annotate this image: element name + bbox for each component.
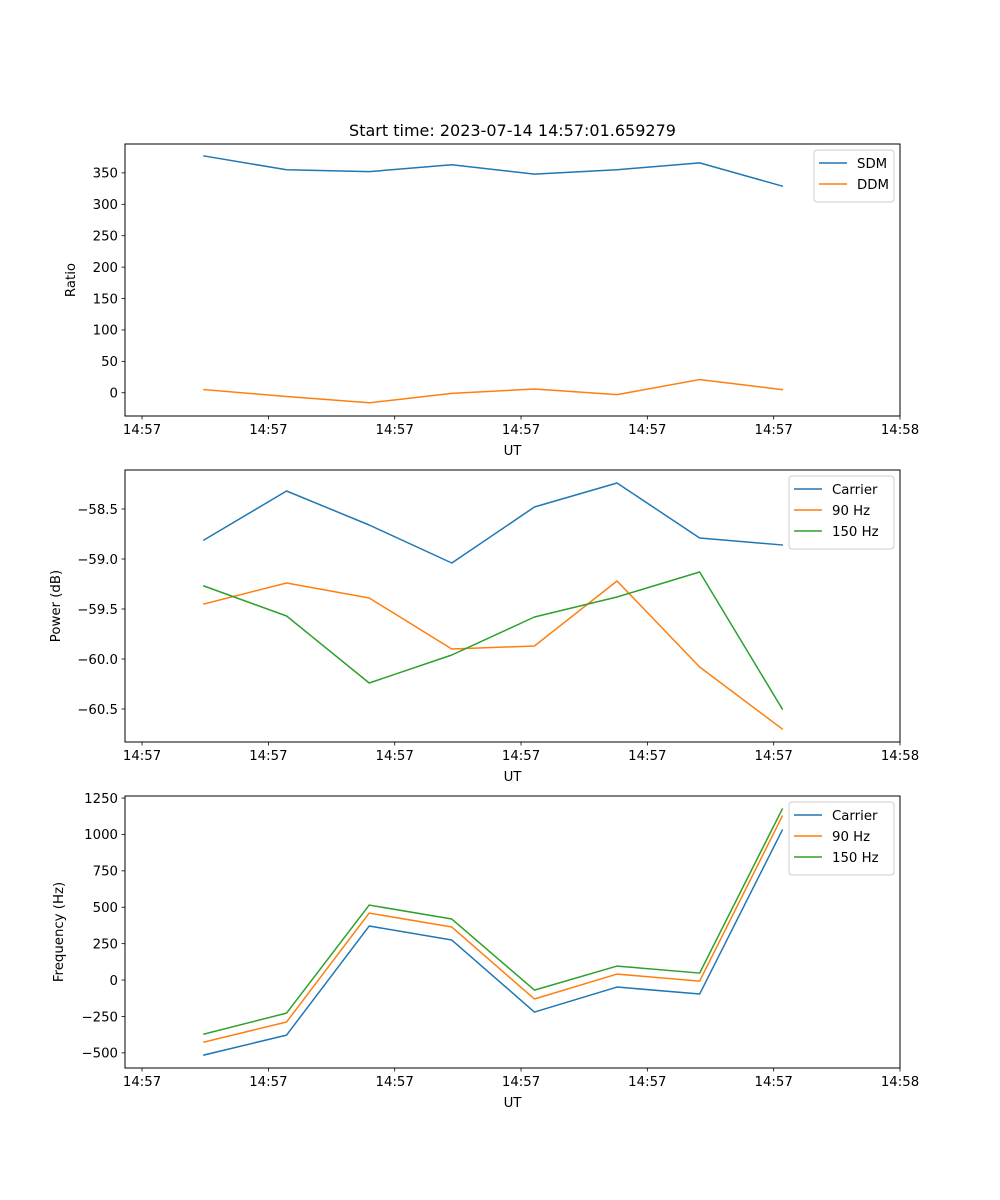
legend: Carrier 90 Hz 150 Hz [788, 475, 895, 550]
x-tick-label: 14:57 [755, 423, 793, 438]
x-tick-label: 14:57 [123, 423, 161, 438]
x-tick-label: 14:57 [123, 1075, 161, 1090]
legend-label: Carrier [832, 809, 878, 824]
y-tick-label: 200 [93, 261, 118, 276]
legend-label: SDM [857, 157, 887, 172]
y-tick-label: 300 [93, 198, 118, 213]
y-tick-label: 0 [110, 974, 118, 989]
series-line-90-hz [203, 580, 784, 731]
y-tick-label: 150 [93, 292, 118, 307]
series-line-150-hz [203, 808, 784, 1035]
x-tick-label: 14:57 [502, 1075, 540, 1090]
y-tick-label: −250 [81, 1010, 118, 1025]
x-tick-label: 14:58 [881, 749, 919, 764]
y-axis-label: Ratio [64, 263, 79, 297]
y-tick-label: 100 [93, 324, 118, 339]
y-tick-label: −59.0 [77, 553, 118, 568]
series-line-carrier [203, 829, 784, 1056]
legend: SDM DDM [813, 149, 895, 203]
figure-title: Start time: 2023-07-14 14:57:01.659279 [349, 121, 676, 140]
series-line-carrier [202, 482, 784, 564]
x-tick-label: 14:57 [628, 423, 666, 438]
x-tick-label: 14:57 [502, 423, 540, 438]
ratio-panel: 14:57 14:57 14:57 14:57 14:57 14:57 14:58 UT 0 50… [64, 143, 919, 459]
x-tick-label: 14:57 [502, 749, 540, 764]
x-axis-label: UT [504, 1096, 523, 1111]
series-line-sdm [203, 155, 784, 188]
x-tick-label: 14:57 [249, 423, 287, 438]
x-tick-label: 14:57 [755, 1075, 793, 1090]
y-axis-label: Frequency (Hz) [52, 882, 67, 982]
x-tick-label: 14:57 [123, 749, 161, 764]
x-tick-label: 14:57 [249, 749, 287, 764]
y-tick-label: −60.0 [77, 653, 118, 668]
x-tick-label: 14:57 [628, 749, 666, 764]
y-tick-label: 0 [110, 387, 118, 402]
y-tick-label: 1250 [84, 792, 118, 807]
x-tick-label: 14:58 [881, 1075, 919, 1090]
legend-label: 90 Hz [832, 504, 870, 519]
y-tick-label: −58.5 [77, 503, 118, 518]
legend-label: 90 Hz [832, 830, 870, 845]
y-tick-label: 1000 [84, 828, 118, 843]
series-line-90-hz [203, 815, 784, 1043]
y-tick-label: 250 [93, 230, 118, 245]
x-tick-label: 14:57 [376, 1075, 414, 1090]
x-tick-label: 14:57 [376, 749, 414, 764]
series-line-ddm [203, 378, 784, 404]
y-tick-label: 750 [93, 865, 118, 880]
y-tick-label: −60.5 [77, 703, 118, 718]
legend: Carrier 90 Hz 150 Hz [788, 801, 895, 876]
axes-frame [124, 143, 901, 417]
y-tick-label: −500 [81, 1047, 118, 1062]
legend-label: Carrier [832, 483, 878, 498]
x-axis-label: UT [504, 770, 523, 785]
x-tick-label: 14:57 [628, 1075, 666, 1090]
legend-label: 150 Hz [832, 525, 879, 540]
y-axis-label: Power (dB) [49, 570, 64, 642]
x-tick-label: 14:57 [376, 423, 414, 438]
axes-frame [124, 469, 901, 743]
x-tick-label: 14:57 [755, 749, 793, 764]
series-line-150-hz [202, 571, 784, 711]
y-tick-label: 350 [93, 167, 118, 182]
power-panel: 14:57 14:57 14:57 14:57 14:57 14:57 14:58 UT −60… [49, 469, 919, 785]
axes-frame [124, 795, 901, 1069]
x-axis-label: UT [504, 444, 523, 459]
legend-label: DDM [857, 178, 889, 193]
x-tick-label: 14:57 [249, 1075, 287, 1090]
frequency-panel: 14:57 14:57 14:57 14:57 14:57 14:57 14:58 UT −50… [52, 792, 919, 1111]
y-tick-label: −59.5 [77, 603, 118, 618]
x-tick-label: 14:58 [881, 423, 919, 438]
y-tick-label: 500 [93, 901, 118, 916]
y-tick-label: 50 [101, 355, 118, 370]
legend-label: 150 Hz [832, 851, 879, 866]
y-tick-label: 250 [93, 937, 118, 952]
